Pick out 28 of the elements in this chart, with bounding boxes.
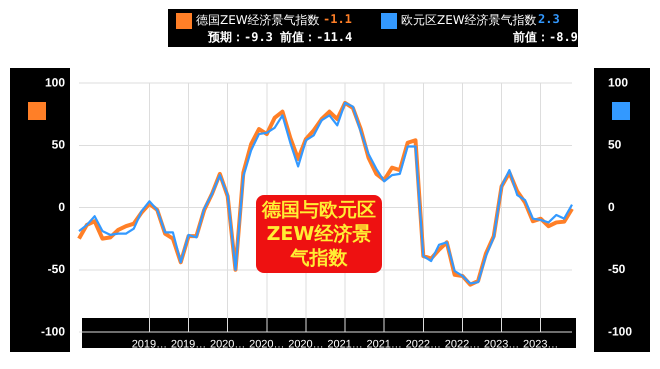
text: 前值：-8.9 <box>513 29 578 46</box>
y-tick-label: 50 <box>52 138 66 152</box>
x-tick-label: 2021… <box>327 338 363 351</box>
legend-label: 德国ZEW经济景气指数 <box>196 12 320 29</box>
x-tick-label: 2019… <box>132 338 168 351</box>
x-tick-label: 2022… <box>406 338 442 351</box>
text: 德国与欧元区ZEW经济景气指数 <box>256 195 382 273</box>
x-tick-label: 2023… <box>484 338 520 351</box>
y-tick-label: -100 <box>40 324 66 338</box>
y2-tick-label: 50 <box>608 138 622 152</box>
x-tick-label: 2020… <box>249 338 285 351</box>
x-tick-label: 2019… <box>170 338 206 351</box>
x-tick-label: 2022… <box>444 338 480 351</box>
y-tick-label: 0 <box>58 200 66 214</box>
x-tick-label: 2021… <box>366 338 402 351</box>
y-tick-label: 100 <box>44 75 66 90</box>
legend-label: 欧元区ZEW经济景气指数 <box>401 12 537 29</box>
x-tick-label: 2020… <box>288 338 324 351</box>
text: 2.3 <box>538 12 560 26</box>
y2-tick-label: -100 <box>608 324 632 338</box>
y2-tick-label: 100 <box>608 75 628 90</box>
x-tick-label: 2023… <box>522 338 558 351</box>
y2-tick-label: -50 <box>608 262 626 276</box>
text: -1.1 <box>323 12 352 26</box>
text: 预期：-9.3 前值：-11.4 <box>208 30 352 44</box>
y-tick-label: -50 <box>48 262 66 276</box>
y2-tick-label: 0 <box>608 200 615 214</box>
x-tick-label: 2020… <box>210 338 246 351</box>
